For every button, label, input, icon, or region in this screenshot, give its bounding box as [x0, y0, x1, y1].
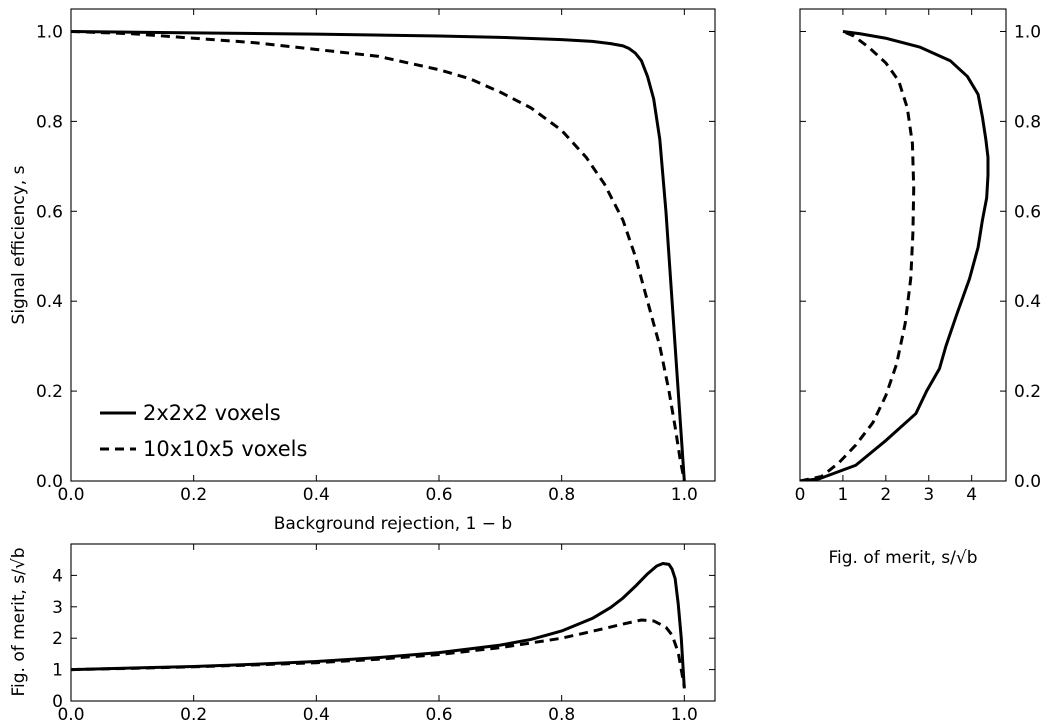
right-ticks-layer: 0 1 2 3 4 0.0 0.2 0.4 0.6 0.8 1.0 — [795, 9, 1041, 505]
bottom-y-tick-label: 0 — [52, 692, 63, 712]
main-y-tick-label: 0.0 — [36, 472, 63, 492]
main-chart-panel: 0.0 0.2 0.4 0.6 0.8 1.0 0.0 0.2 0.4 0.6 0.8 1.0 Bac… — [9, 8, 716, 534]
right-y-tick-label: 0.2 — [1014, 382, 1041, 402]
right-y-tick-label: 0.6 — [1014, 202, 1041, 222]
bottom-x-tick-label: 0.0 — [57, 705, 84, 724]
legend-label-10x10x5: 10x10x5 voxels — [143, 437, 307, 461]
right-x-tick-label: 2 — [880, 485, 891, 505]
right-chart-panel: 0 1 2 3 4 0.0 0.2 0.4 0.6 0.8 1.0 Fig. of merit, s… — [795, 8, 1041, 568]
main-y-tick-label: 0.6 — [36, 202, 63, 222]
bottom-x-tick-label: 0.8 — [548, 705, 575, 724]
bottom-series-10x10x5-line — [71, 618, 686, 688]
right-plot-frame — [799, 8, 1007, 482]
bottom-x-tick-label: 0.4 — [303, 705, 330, 724]
legend-label-2x2x2: 2x2x2 voxels — [143, 401, 281, 425]
right-x-axis-label: Fig. of merit, s/√b — [828, 548, 977, 568]
main-ticks-layer: 0.0 0.2 0.4 0.6 0.8 1.0 0.0 0.2 0.4 0.6 0.8 1.0 — [36, 9, 715, 505]
bottom-series-2x2x2-line — [71, 561, 686, 689]
right-x-tick-label: 1 — [838, 485, 849, 505]
main-x-axis-label: Background rejection, 1 − b — [274, 514, 512, 534]
right-series-2x2x2-line — [800, 29, 990, 481]
main-x-tick-label: 0.8 — [548, 485, 575, 505]
main-x-tick-label: 0.6 — [425, 485, 452, 505]
bottom-x-tick-label: 0.6 — [425, 705, 452, 724]
bottom-y-tick-label: 3 — [52, 598, 63, 618]
main-y-tick-label: 0.4 — [36, 292, 63, 312]
main-y-axis-label: Signal efficiency, s — [9, 165, 29, 324]
main-plot-frame — [70, 8, 716, 482]
bottom-y-tick-label: 4 — [52, 566, 63, 586]
right-x-tick-label: 3 — [923, 485, 934, 505]
bottom-y-tick-label: 2 — [52, 629, 63, 649]
bottom-y-axis-label: Fig. of merit, s/√b — [9, 547, 29, 696]
main-y-tick-label: 0.8 — [36, 112, 63, 132]
main-y-tick-label: 1.0 — [36, 22, 63, 42]
right-series-10x10x5-line — [800, 30, 916, 481]
main-series-2x2x2-line — [71, 29, 686, 481]
right-series-layer — [800, 29, 990, 481]
right-x-tick-label: 4 — [966, 485, 977, 505]
main-x-tick-label: 0.4 — [303, 485, 330, 505]
main-x-tick-label: 1.0 — [671, 485, 698, 505]
main-x-tick-label: 0.0 — [57, 485, 84, 505]
legend: 2x2x2 voxels 10x10x5 voxels — [100, 401, 307, 461]
right-x-tick-label: 0 — [795, 485, 806, 505]
right-y-tick-label: 0.4 — [1014, 292, 1041, 312]
bottom-chart-panel: 0.0 0.2 0.4 0.6 0.8 1.0 0 1 2 3 4 Fig. of merit, s… — [9, 543, 716, 724]
main-y-tick-label: 0.2 — [36, 382, 63, 402]
bottom-ticks-layer: 0.0 0.2 0.4 0.6 0.8 1.0 0 1 2 3 4 — [52, 544, 715, 724]
right-y-tick-label: 0.8 — [1014, 112, 1041, 132]
right-y-tick-label: 1.0 — [1014, 22, 1041, 42]
main-series-layer — [71, 29, 686, 481]
right-y-tick-label: 0.0 — [1014, 472, 1041, 492]
bottom-plot-frame — [70, 543, 716, 702]
bottom-series-layer — [71, 561, 686, 689]
bottom-y-tick-label: 1 — [52, 661, 63, 681]
main-x-tick-label: 0.2 — [180, 485, 207, 505]
bottom-x-tick-label: 0.2 — [180, 705, 207, 724]
bottom-x-tick-label: 1.0 — [671, 705, 698, 724]
